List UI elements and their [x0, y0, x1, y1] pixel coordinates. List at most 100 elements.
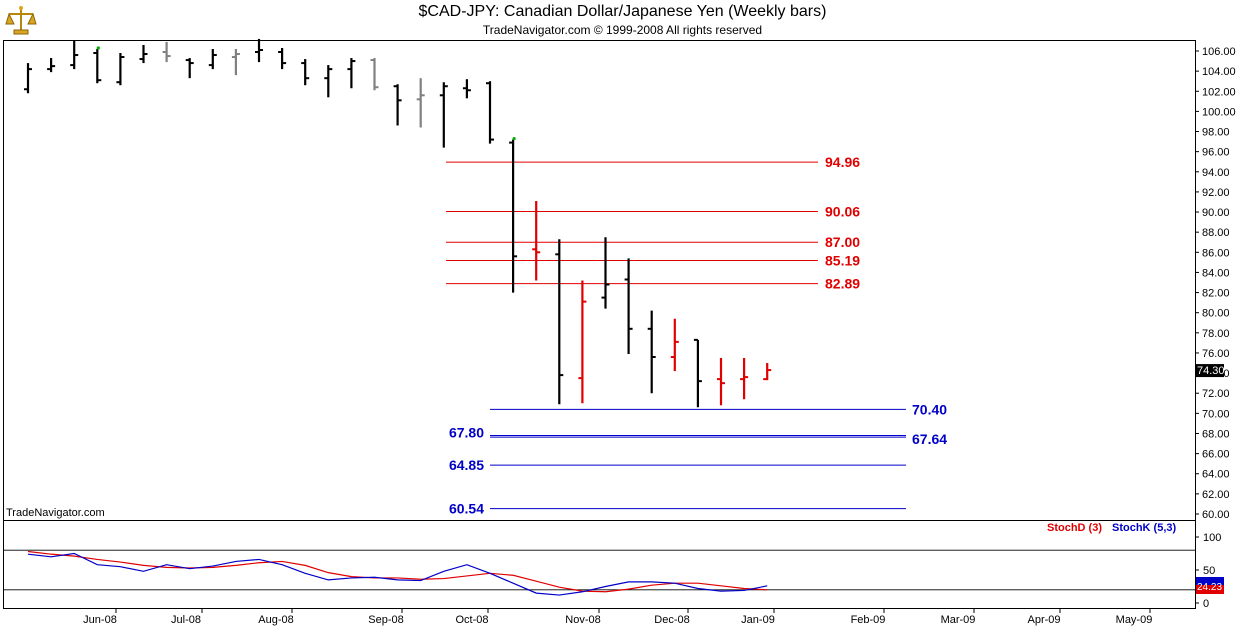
x-tick-label: Dec-08: [654, 614, 689, 626]
ohlc-bar: [47, 58, 56, 73]
ohlc-bar: [324, 65, 333, 98]
y-tick-label: 70.00: [1202, 408, 1230, 420]
y-tick-label: 72.00: [1202, 388, 1230, 400]
y-tick-label: 90.00: [1202, 207, 1230, 219]
y-tick-label: 96.00: [1202, 147, 1230, 159]
y-tick-label: 78.00: [1202, 328, 1230, 340]
ohlc-bar: [370, 58, 379, 91]
stoch-series-line: [27, 550, 768, 593]
signal-dot-marker: [512, 136, 516, 141]
ohlc-bar: [231, 48, 240, 76]
x-tick-label: Feb-09: [851, 614, 886, 626]
level-label: 67.64: [912, 431, 947, 447]
ohlc-bar: [486, 81, 494, 144]
stoch-tick-label: 0: [1203, 598, 1209, 610]
ohlc-bar: [624, 258, 633, 354]
ohlc-bar: [416, 78, 425, 128]
level-label: 94.96: [825, 154, 860, 170]
stoch-tick-label: 50: [1203, 565, 1215, 577]
x-tick-label: Apr-09: [1027, 614, 1060, 626]
stoch-last-value: 24.23: [1197, 582, 1222, 593]
stoch-panel-border: [3, 520, 1196, 609]
ohlc-bar: [162, 41, 171, 63]
y-tick-label: 88.00: [1202, 227, 1230, 239]
chart-subtitle: TradeNavigator.com © 1999-2008 All right…: [482, 23, 763, 37]
level-label: 90.06: [825, 203, 860, 219]
ohlc-bar: [462, 79, 471, 99]
ohlc-bar: [24, 63, 32, 94]
y-tick-label: 66.00: [1202, 449, 1230, 461]
y-tick-label: 64.00: [1202, 469, 1230, 481]
ohlc-bar: [116, 53, 125, 86]
level-label: 67.80: [449, 424, 484, 440]
x-tick-label: May-09: [1116, 614, 1153, 626]
ohlc-bar: [93, 48, 102, 84]
signal-dot-marker: [96, 46, 100, 50]
x-tick-label: Nov-08: [565, 614, 600, 626]
ohlc-bar: [439, 82, 448, 148]
y-tick-label: 102.00: [1202, 86, 1236, 98]
level-label: 60.54: [449, 501, 484, 517]
legend-stochd: StochD (3): [1047, 522, 1102, 534]
ohlc-bar: [208, 48, 217, 70]
y-tick-label: 104.00: [1202, 66, 1236, 78]
ohlc-bar: [555, 239, 564, 405]
stoch-series-line: [27, 552, 768, 596]
x-tick-label: Oct-08: [455, 614, 488, 626]
ohlc-bar: [278, 47, 287, 70]
y-tick-label: 68.00: [1202, 428, 1230, 440]
last-price-label: 74.30: [1197, 365, 1225, 377]
legend-stochk: StochK (5,3): [1112, 522, 1177, 534]
level-label: 64.85: [449, 457, 484, 473]
ohlc-bar: [693, 338, 702, 408]
y-tick-label: 106.00: [1202, 46, 1236, 58]
y-tick-label: 84.00: [1202, 267, 1230, 279]
ohlc-bar: [185, 58, 194, 79]
watermark: TradeNavigator.com: [6, 507, 105, 519]
y-tick-label: 82.00: [1202, 288, 1230, 300]
stoch-tick-label: 100: [1203, 532, 1221, 544]
ohlc-bar: [255, 38, 263, 63]
level-label: 85.19: [825, 252, 860, 268]
ohlc-bar: [70, 40, 79, 70]
level-label: 70.40: [912, 401, 947, 417]
y-tick-label: 62.00: [1202, 489, 1230, 501]
ohlc-bar: [532, 200, 541, 281]
chart-title: $CAD-JPY: Canadian Dollar/Japanese Yen (…: [418, 3, 827, 20]
level-label: 87.00: [825, 234, 860, 250]
price-panel-border: [3, 40, 1196, 521]
ohlc-bar: [509, 139, 518, 293]
x-tick-label: Aug-08: [258, 614, 293, 626]
ohlc-bar: [763, 363, 772, 381]
y-tick-label: 98.00: [1202, 127, 1230, 139]
ohlc-bar: [717, 357, 725, 406]
trade-navigator-logo-icon: [5, 4, 37, 36]
ohlc-bar: [301, 59, 310, 86]
x-tick-label: Sep-08: [368, 614, 403, 626]
stoch-k-value-box: [1196, 577, 1224, 585]
x-tick-label: Mar-09: [941, 614, 976, 626]
stoch-d-value-box: [1196, 585, 1224, 594]
level-label: 82.89: [825, 276, 860, 292]
y-tick-label: 80.00: [1202, 308, 1230, 320]
ohlc-bar: [647, 310, 656, 394]
y-tick-label: 94.00: [1202, 167, 1230, 179]
x-tick-label: Jan-09: [741, 614, 775, 626]
ohlc-bar: [670, 318, 679, 372]
y-tick-label: 100.00: [1202, 106, 1236, 118]
y-tick-label: 86.00: [1202, 247, 1230, 259]
y-tick-label: 60.00: [1202, 509, 1230, 521]
ohlc-bar: [578, 280, 587, 404]
y-tick-label: 92.00: [1202, 187, 1230, 199]
x-tick-label: Jun-08: [83, 614, 117, 626]
ohlc-bar: [347, 58, 356, 89]
ohlc-bar: [139, 44, 148, 64]
ohlc-bar: [601, 237, 610, 309]
last-price-box: [1196, 364, 1224, 378]
ohlc-bar: [740, 357, 749, 400]
y-tick-label: 76.00: [1202, 348, 1230, 360]
ohlc-bar: [393, 84, 402, 126]
x-tick-label: Jul-08: [171, 614, 201, 626]
